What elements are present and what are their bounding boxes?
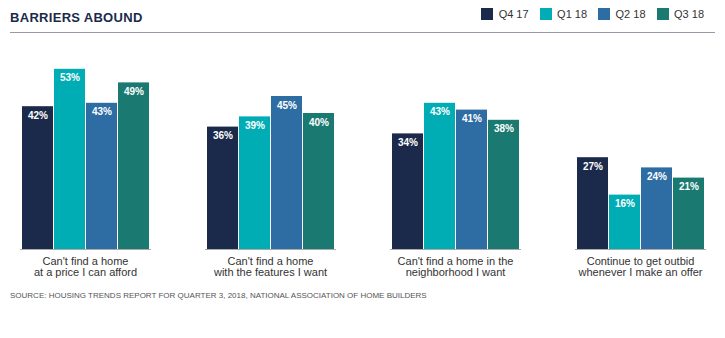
svg-text:39%: 39% xyxy=(245,120,265,131)
svg-text:36%: 36% xyxy=(213,130,233,141)
svg-text:16%: 16% xyxy=(615,198,635,209)
svg-text:27%: 27% xyxy=(583,161,603,172)
svg-text:43%: 43% xyxy=(430,106,450,117)
svg-text:40%: 40% xyxy=(309,117,329,128)
svg-text:24%: 24% xyxy=(647,171,667,182)
svg-text:38%: 38% xyxy=(494,123,514,134)
html-text:BARRIERS ABOUND: BARRIERS ABOUND xyxy=(10,9,143,25)
svg-text:Continue to get outbidwhenever: Continue to get outbidwhenever I make an… xyxy=(578,255,703,278)
html-text:SOURCE: HOUSING TRENDS REPORT: SOURCE: HOUSING TRENDS REPORT FOR QUARTE… xyxy=(10,291,427,300)
html-text:Q2 18: Q2 18 xyxy=(615,8,646,21)
svg-text:42%: 42% xyxy=(28,110,48,121)
svg-text:21%: 21% xyxy=(679,181,699,192)
svg-text:45%: 45% xyxy=(277,100,297,111)
svg-text:41%: 41% xyxy=(462,113,482,124)
html-text:Q1 18: Q1 18 xyxy=(557,8,588,21)
svg-text:43%: 43% xyxy=(92,106,112,117)
html-text:Q4 17: Q4 17 xyxy=(498,8,529,21)
svg-text:Can't find a home in theneighb: Can't find a home in theneighborhood I w… xyxy=(398,255,514,278)
svg-text:Can't find a homewith the feat: Can't find a homewith the features I wan… xyxy=(213,255,327,278)
svg-text:Can't find a homeat a price I: Can't find a homeat a price I can afford xyxy=(34,255,137,278)
svg-text:49%: 49% xyxy=(124,86,144,97)
svg-text:34%: 34% xyxy=(398,137,418,148)
svg-text:53%: 53% xyxy=(60,72,80,83)
html-text:Q3 18: Q3 18 xyxy=(674,8,704,21)
